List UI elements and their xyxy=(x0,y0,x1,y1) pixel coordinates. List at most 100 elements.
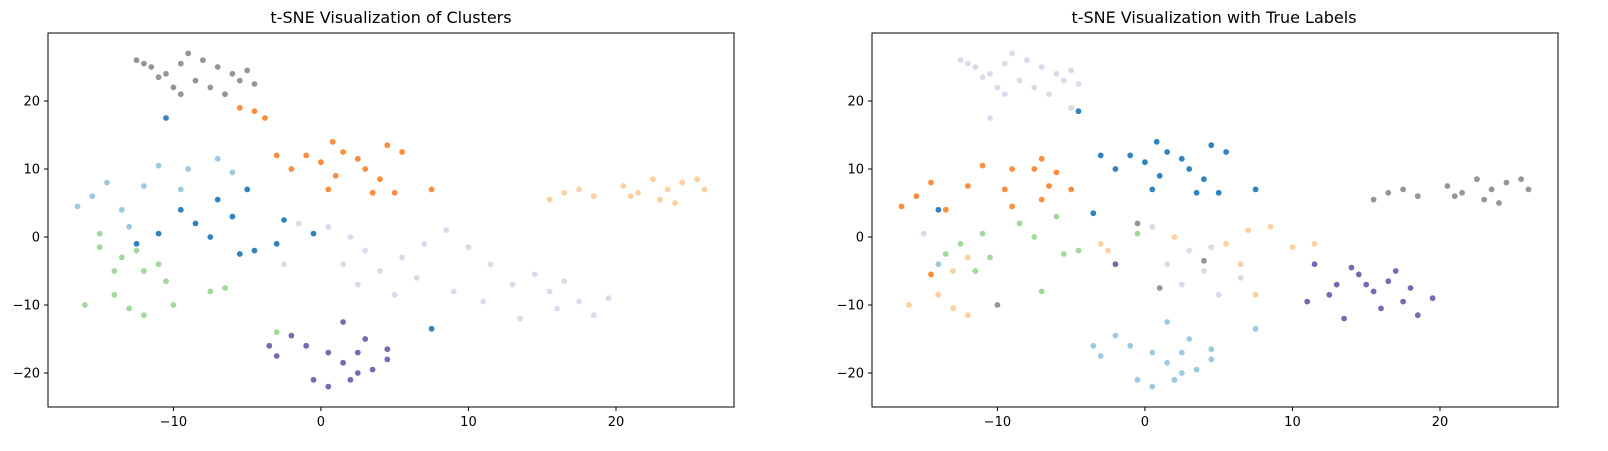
left-scatter-point xyxy=(236,251,243,257)
left-scatter-point xyxy=(329,138,336,145)
right-scatter-point xyxy=(1459,189,1465,196)
right-scatter-point xyxy=(1105,247,1111,254)
left-scatter-point xyxy=(391,291,398,298)
right-scatter-point xyxy=(1518,176,1524,183)
left-scatter-point xyxy=(111,291,118,298)
left-scatter-point xyxy=(163,70,169,77)
right-scatter-point xyxy=(1024,57,1030,64)
right-scatter-point xyxy=(1097,152,1104,159)
right-scatter-point xyxy=(1009,203,1016,210)
right-scatter-point xyxy=(1400,298,1406,305)
left-scatter-point xyxy=(155,74,162,81)
left-scatter-point xyxy=(251,81,258,87)
left-scatter-point xyxy=(133,57,140,64)
left-scatter-point xyxy=(133,240,140,247)
right-x-tick-label: 20 xyxy=(1432,415,1449,430)
right-plot-frame xyxy=(871,32,1559,408)
right-scatter-point xyxy=(1149,223,1156,230)
right-scatter-point xyxy=(1164,359,1170,366)
left-scatter-points xyxy=(74,50,708,390)
right-x-tick-label: 10 xyxy=(1284,415,1301,430)
right-scatter-point xyxy=(942,251,949,257)
right-scatter-point xyxy=(1208,142,1215,149)
left-scatter-point xyxy=(222,91,228,98)
right-scatter-point xyxy=(1171,234,1178,240)
left-scatter-point xyxy=(163,278,169,285)
left-scatter-point xyxy=(281,217,287,223)
right-scatter-point xyxy=(1164,261,1170,268)
left-scatter-point xyxy=(605,295,612,302)
left-scatter-point xyxy=(141,312,147,319)
left-scatter-point xyxy=(561,278,568,285)
left-scatter-point xyxy=(288,332,295,339)
right-scatter-point xyxy=(1503,179,1510,186)
left-scatter-point xyxy=(192,220,199,227)
right-scatter-point xyxy=(1164,149,1170,155)
left-scatter-point xyxy=(362,336,369,342)
left-scatter-point xyxy=(207,288,214,295)
left-y-tick-label: 20 xyxy=(23,95,40,110)
left-scatter-point xyxy=(155,162,162,169)
left-scatter-point xyxy=(354,370,361,376)
left-scatter-point xyxy=(236,77,243,84)
right-scatter-point xyxy=(1348,264,1355,271)
right-scatter-point xyxy=(979,162,986,169)
right-scatter-point xyxy=(935,206,942,213)
left-scatter-point xyxy=(509,281,516,288)
left-scatter-point xyxy=(576,186,582,193)
left-scatter-point xyxy=(177,91,184,98)
left-scatter-point xyxy=(141,183,147,189)
right-scatter-point xyxy=(1392,268,1399,274)
right-scatter-point xyxy=(972,64,979,70)
left-scatter-point xyxy=(413,274,420,281)
right-scatter-point xyxy=(979,230,986,237)
right-scatter-point xyxy=(1414,312,1421,319)
left-subplot: t-SNE Visualization of Clusters −10 0 10 20… xyxy=(13,8,735,430)
right-scatter-point xyxy=(1060,251,1067,257)
left-scatter-point xyxy=(627,193,634,200)
left-scatter-point xyxy=(694,176,700,183)
right-scatter-point xyxy=(1385,278,1392,285)
left-y-tick-label: 0 xyxy=(32,231,40,246)
right-scatter-point xyxy=(1134,376,1141,383)
right-scatter-point xyxy=(1208,346,1215,353)
right-scatter-point xyxy=(965,312,971,319)
right-scatter-point xyxy=(1304,298,1311,305)
left-scatter-point xyxy=(133,247,140,254)
left-scatter-point xyxy=(325,186,332,193)
left-scatter-point xyxy=(517,315,523,322)
left-scatter-point xyxy=(480,298,487,305)
right-scatter-point xyxy=(928,179,934,186)
left-scatter-point xyxy=(701,186,708,193)
left-scatter-point xyxy=(340,149,346,155)
left-scatter-point xyxy=(450,288,457,295)
left-scatter-point xyxy=(399,149,405,155)
left-scatter-point xyxy=(185,166,192,172)
right-scatter-point xyxy=(1186,247,1193,254)
left-scatter-point xyxy=(229,70,236,77)
left-scatter-point xyxy=(170,84,177,91)
right-scatter-point xyxy=(1031,234,1038,240)
left-scatter-point xyxy=(96,230,103,237)
left-y-tick-label: −10 xyxy=(13,299,40,314)
right-subplot: t-SNE Visualization with True Labels −10… xyxy=(837,8,1559,430)
right-scatter-point xyxy=(1068,186,1075,193)
right-y-tick-label: 20 xyxy=(847,95,864,110)
left-scatter-point xyxy=(428,186,435,193)
left-scatter-point xyxy=(318,159,324,166)
right-scatter-point xyxy=(1326,291,1333,298)
left-scatter-point xyxy=(118,254,125,261)
right-scatter-point xyxy=(913,193,920,200)
left-x-tick-label: 10 xyxy=(460,415,477,430)
right-scatter-point xyxy=(1444,183,1451,189)
right-scatter-point xyxy=(1156,285,1163,291)
right-scatter-point xyxy=(1237,274,1244,281)
right-scatter-point xyxy=(965,254,971,261)
right-y-tick-label: 10 xyxy=(847,163,864,178)
left-x-tick-label: 20 xyxy=(608,415,625,430)
left-scatter-point xyxy=(244,67,251,74)
left-scatter-point xyxy=(377,268,383,274)
right-scatter-point xyxy=(1001,60,1008,67)
left-scatter-point xyxy=(155,261,162,268)
right-scatter-point xyxy=(987,115,993,121)
